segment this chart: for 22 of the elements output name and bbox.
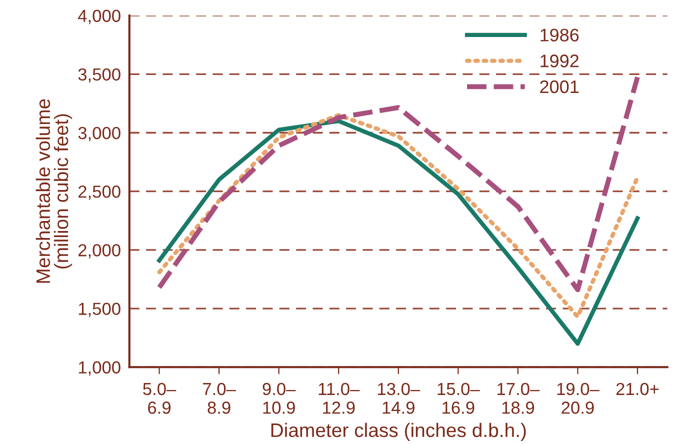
y-tick-label: 2,500 bbox=[78, 186, 120, 200]
legend-label: 1986 bbox=[540, 28, 579, 42]
y-tick-label: 1,000 bbox=[78, 361, 120, 376]
x-tick-label: 21.0+ bbox=[616, 382, 659, 396]
x-tick-label: 19.0– 20.9 bbox=[557, 382, 600, 414]
y-axis-title: Merchantable volume (million cubic feet) bbox=[36, 99, 72, 283]
x-tick-label: 11.0– 12.9 bbox=[318, 382, 360, 414]
legend-label: 2001 bbox=[540, 80, 579, 94]
x-tick-label: 15.0– 16.9 bbox=[438, 382, 480, 414]
x-tick-label: 5.0– 6.9 bbox=[143, 382, 176, 414]
y-tick-label: 4,000 bbox=[78, 10, 120, 24]
x-tick-label: 7.0– 8.9 bbox=[203, 382, 236, 414]
x-axis-title: Diameter class (inches d.b.h.) bbox=[271, 422, 526, 441]
y-tick-label: 3,000 bbox=[78, 126, 120, 142]
x-tick-label: 13.0– 14.9 bbox=[378, 382, 420, 414]
x-tick-label: 9.0– 10.9 bbox=[262, 382, 296, 414]
y-tick-label: 2,000 bbox=[78, 244, 120, 258]
x-tick-label: 17.0– 18.9 bbox=[498, 382, 540, 414]
y-tick-label: 3,500 bbox=[78, 68, 120, 83]
line-series bbox=[156, 74, 640, 292]
legend-label: 1992 bbox=[540, 54, 579, 68]
y-tick-label: 1,500 bbox=[78, 302, 120, 318]
